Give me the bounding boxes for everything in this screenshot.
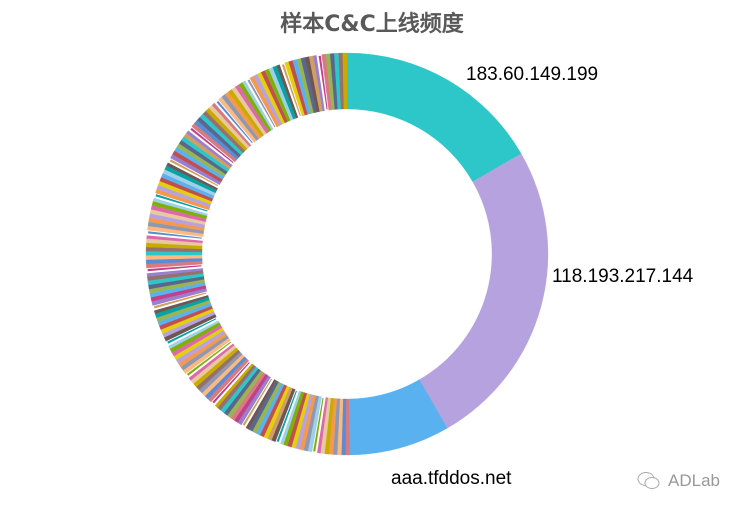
slice-label: 183.60.149.199 xyxy=(466,64,599,85)
wechat-icon xyxy=(637,472,660,489)
watermark: ADLab xyxy=(636,470,720,492)
slice-label: 118.193.217.144 xyxy=(552,266,694,287)
slice-small xyxy=(342,52,348,110)
slice-118.193.217.144 xyxy=(419,153,549,429)
chart-title: 样本C&C上线频度 xyxy=(280,12,464,37)
watermark-text: ADLab xyxy=(668,471,720,490)
slice-small xyxy=(345,398,350,456)
slice-label: aaa.tfddos.net xyxy=(391,468,512,489)
